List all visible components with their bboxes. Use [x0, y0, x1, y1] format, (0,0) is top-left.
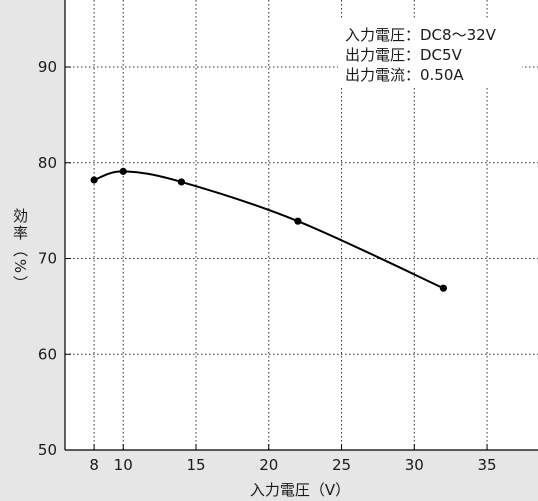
x-tick-label: 8 [89, 456, 99, 474]
annotation-output-current: 出力電流：0.50A [345, 66, 464, 84]
data-point [90, 176, 98, 184]
y-tick-label: 60 [38, 345, 57, 363]
spec-annotation: 入力電圧：DC8〜32V 出力電圧：DC5V 出力電流：0.50A [338, 20, 522, 86]
x-tick-label: 30 [405, 456, 424, 474]
x-tick-label: 20 [259, 456, 278, 474]
data-point [119, 167, 127, 175]
data-point [439, 284, 447, 292]
y-tick-label: 90 [38, 58, 57, 76]
y-tick-label: 50 [38, 441, 57, 459]
annotation-box [338, 20, 522, 86]
x-tick-label: 15 [186, 456, 205, 474]
x-tick-label: 25 [332, 456, 351, 474]
annotation-output-voltage: 出力電圧：DC5V [345, 46, 463, 64]
series-layer [90, 167, 447, 292]
y-tick-label: 70 [38, 250, 57, 268]
x-axis-label: 入力電圧（V） [250, 481, 350, 499]
efficiency-line [93, 170, 444, 290]
grid-lines [65, 0, 538, 450]
annotation-input-voltage: 入力電圧：DC8〜32V [345, 26, 497, 44]
data-point [294, 217, 302, 225]
y-axis-label: 効率（%） [11, 208, 29, 292]
tick-labels: 8 10 15 20 25 30 35 50 60 70 80 90 [38, 58, 497, 474]
data-point [177, 178, 186, 186]
x-tick-label: 35 [478, 456, 497, 474]
y-tick-label: 80 [38, 154, 57, 172]
x-tick-label: 10 [114, 456, 133, 474]
